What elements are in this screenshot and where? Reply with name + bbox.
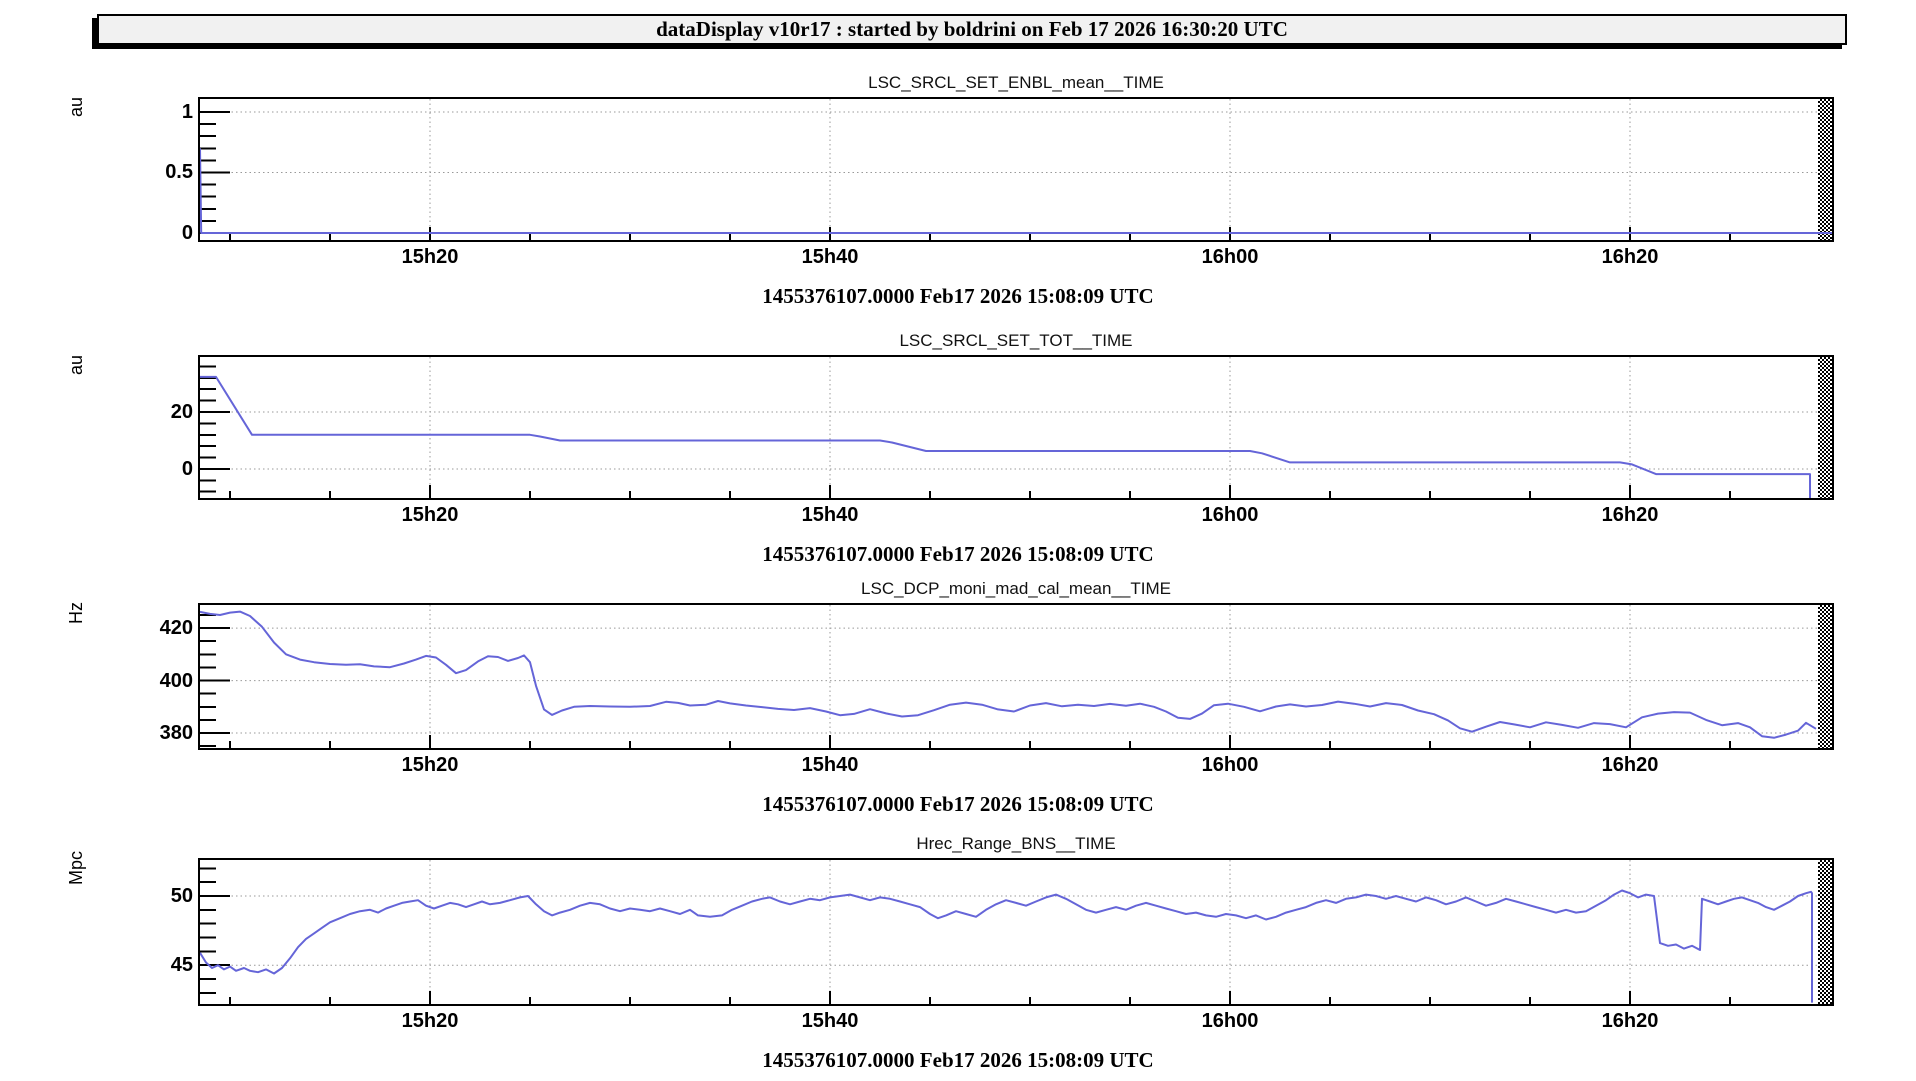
plot-title: LSC_DCP_moni_mad_cal_mean__TIME [861,579,1171,598]
plot-frame [198,858,1834,1006]
y-tick-label: 0 [181,221,193,244]
plot-frame [198,97,1834,242]
y-tick-label: 0 [181,457,193,480]
x-tick-label: 16h20 [1601,754,1659,776]
gps-timestamp: 1455376107.0000 Feb17 2026 15:08:09 UTC [762,1048,1154,1072]
x-tick-label: 15h40 [801,754,859,776]
y-tick-label: 420 [159,617,193,640]
plot-canvas [200,99,1832,240]
x-tick-label: 15h20 [401,754,459,776]
x-tick-label: 15h40 [801,504,859,526]
x-tick-label: 16h20 [1601,246,1659,268]
plot-frame [198,603,1834,750]
plot-title: LSC_SRCL_SET_ENBL_mean__TIME [868,73,1164,92]
app-title-bar: dataDisplay v10r17 : started by boldrini… [97,14,1847,45]
x-tick-label: 15h40 [801,246,859,268]
y-tick-label: 0.5 [165,161,193,184]
x-tick-label: 15h20 [401,504,459,526]
x-tick-label: 16h00 [1201,1010,1259,1032]
y-axis-unit-label: Mpc [66,851,86,886]
y-tick-label: 50 [170,885,193,907]
plot-frame [198,355,1834,500]
x-tick-label: 16h00 [1201,504,1259,526]
x-tick-label: 16h20 [1601,1010,1659,1032]
y-axis-unit-label: Hz [66,602,86,624]
y-tick-label: 20 [170,400,193,423]
y-tick-label: 380 [159,722,193,745]
y-tick-label: 45 [170,954,193,977]
gps-timestamp: 1455376107.0000 Feb17 2026 15:08:09 UTC [762,284,1154,308]
y-tick-label: 400 [159,669,193,692]
plot-title: Hrec_Range_BNS__TIME [916,834,1116,853]
y-axis-unit-label: au [66,96,86,118]
x-tick-label: 15h20 [401,1010,459,1032]
y-tick-label: 1 [181,100,193,123]
gps-timestamp: 1455376107.0000 Feb17 2026 15:08:09 UTC [762,792,1154,816]
x-tick-label: 15h20 [401,246,459,268]
y-axis-unit-label: au [66,354,86,376]
x-tick-label: 16h00 [1201,754,1259,776]
plot-canvas [200,860,1832,1004]
x-tick-label: 15h40 [801,1010,859,1032]
x-tick-label: 16h20 [1601,504,1659,526]
gps-timestamp: 1455376107.0000 Feb17 2026 15:08:09 UTC [762,542,1154,566]
plot-canvas [200,605,1832,748]
plot-canvas [200,357,1832,498]
plot-title: LSC_SRCL_SET_TOT__TIME [899,331,1133,350]
x-tick-label: 16h00 [1201,246,1259,268]
